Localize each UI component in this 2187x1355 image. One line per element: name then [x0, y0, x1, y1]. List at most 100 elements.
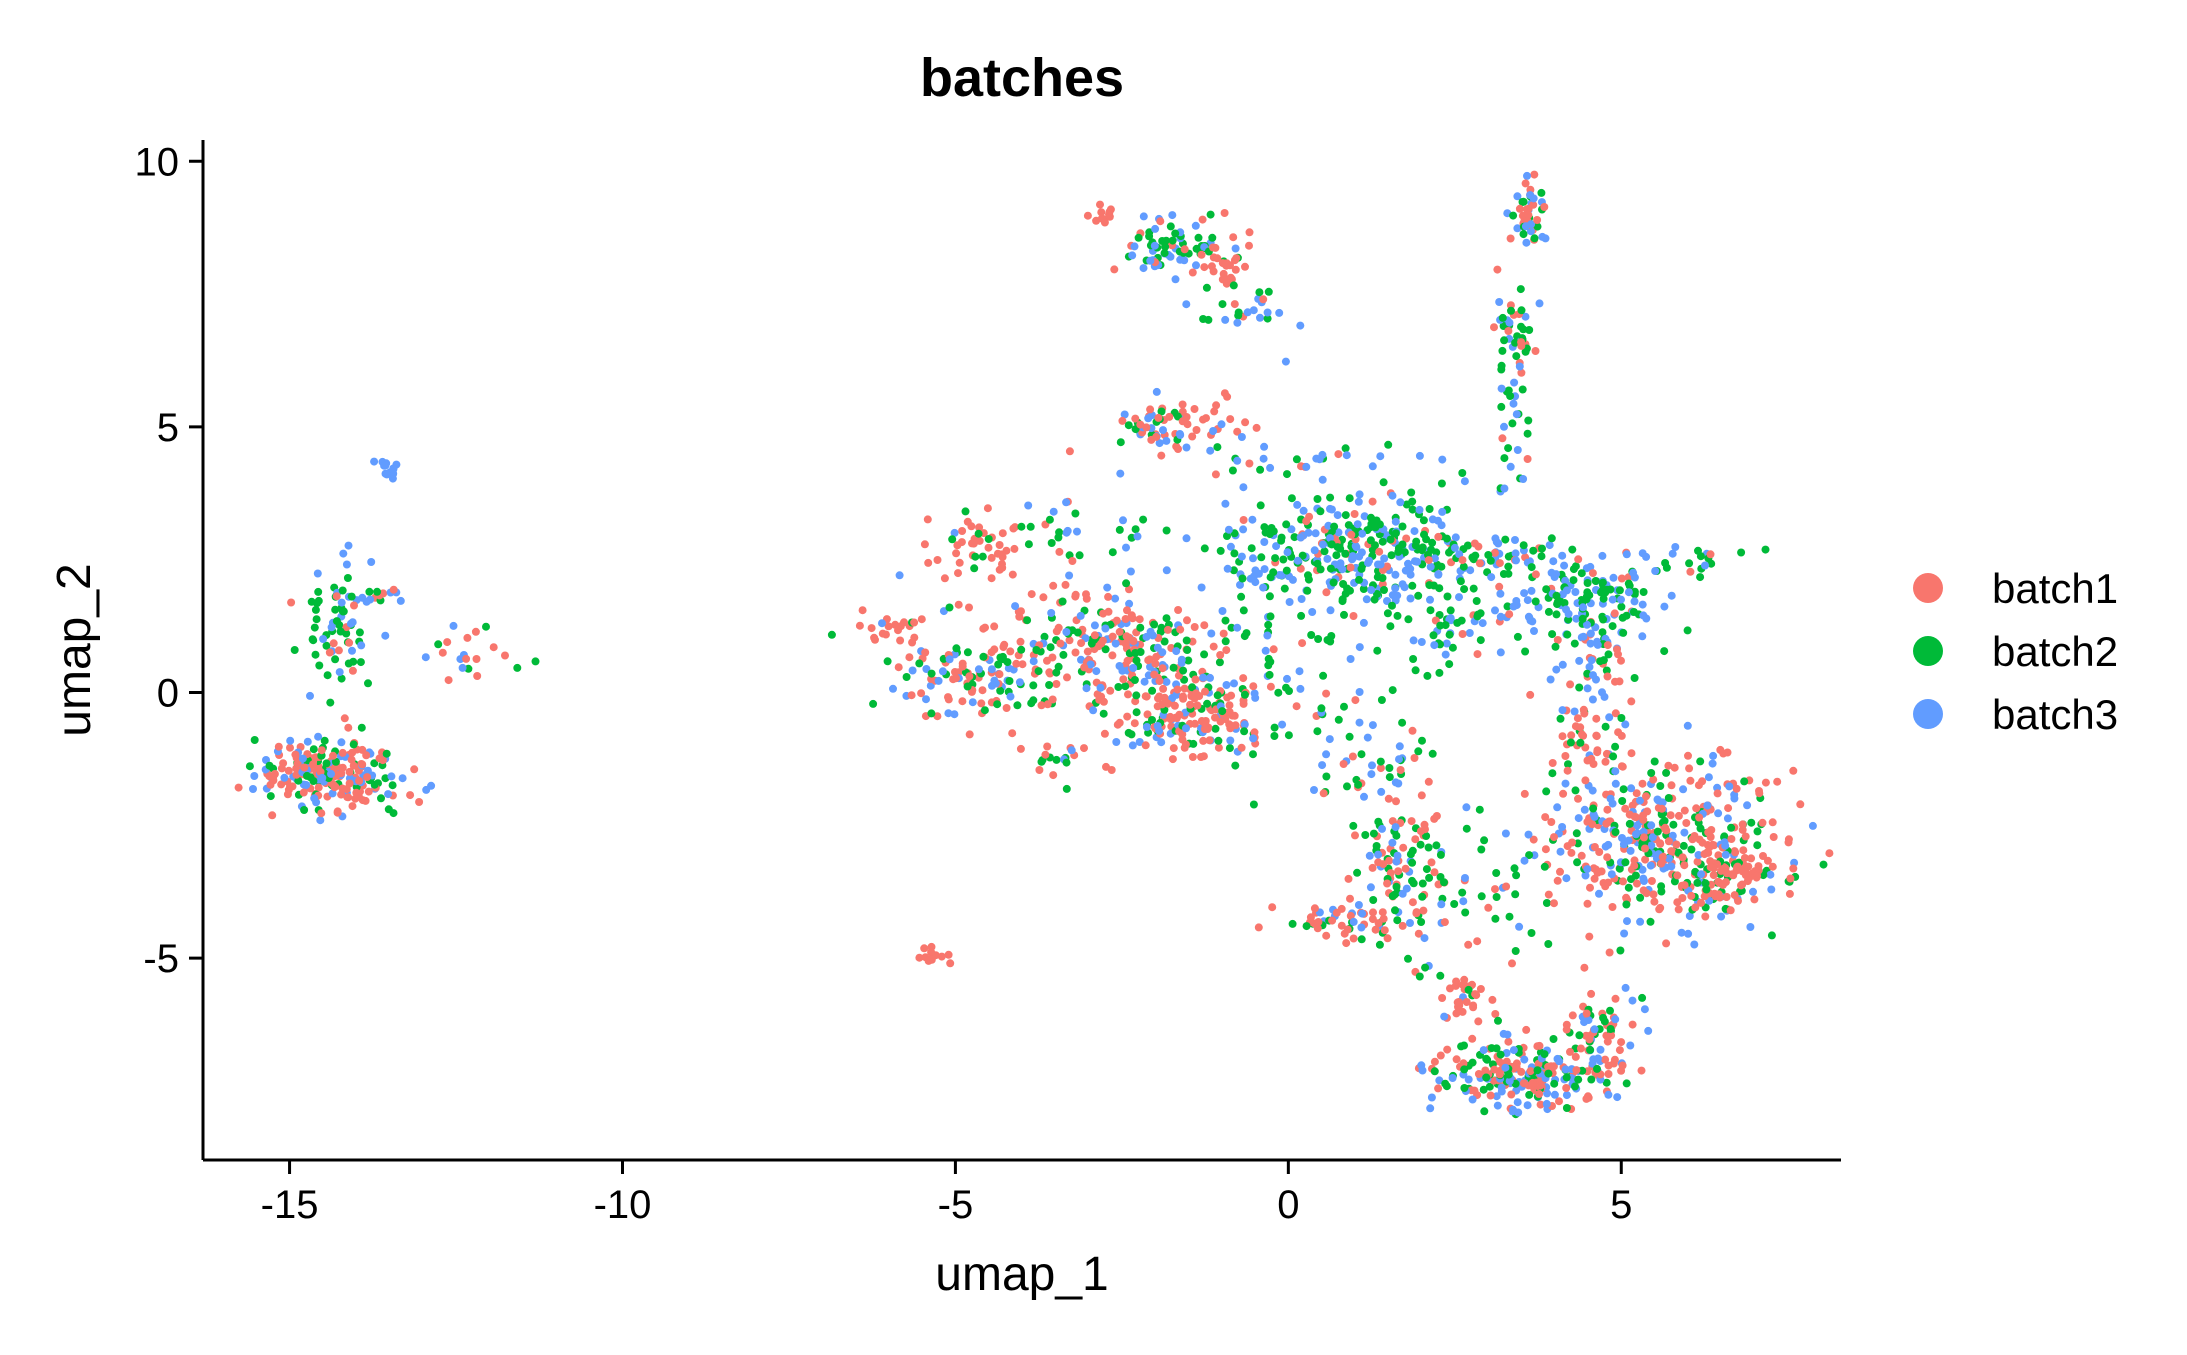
point-batch2 — [1599, 656, 1608, 665]
point-batch2 — [1264, 620, 1273, 629]
point-batch1 — [1071, 648, 1080, 657]
point-batch3 — [1226, 736, 1235, 745]
point-batch2 — [1418, 546, 1426, 555]
point-batch1 — [1313, 924, 1322, 933]
point-batch1 — [1083, 647, 1092, 656]
point-batch1 — [1768, 862, 1777, 871]
point-batch3 — [1404, 559, 1412, 568]
point-batch1 — [1006, 647, 1015, 656]
point-batch2 — [1418, 892, 1427, 901]
point-batch2 — [1148, 716, 1156, 724]
point-batch1 — [283, 790, 292, 799]
point-batch2 — [1694, 546, 1702, 555]
point-batch3 — [922, 665, 931, 673]
point-batch2 — [1630, 674, 1639, 682]
point-batch1 — [1097, 208, 1106, 217]
point-batch1 — [1152, 432, 1161, 441]
point-batch1 — [1342, 939, 1351, 948]
point-batch3 — [327, 769, 335, 778]
point-batch3 — [1275, 308, 1284, 317]
point-batch2 — [1572, 829, 1581, 838]
point-batch2 — [1225, 744, 1234, 753]
point-batch2 — [1556, 714, 1565, 723]
point-batch2 — [1425, 505, 1434, 513]
point-batch3 — [1426, 595, 1434, 604]
point-batch2 — [1132, 656, 1141, 665]
point-batch1 — [1753, 871, 1762, 880]
point-batch2 — [1171, 229, 1180, 238]
point-batch2 — [337, 674, 346, 683]
point-batch2 — [266, 792, 275, 801]
point-batch2 — [1385, 764, 1394, 772]
point-batch3 — [1073, 527, 1081, 536]
point-batch3 — [1437, 900, 1446, 909]
point-batch1 — [410, 765, 419, 774]
point-batch3 — [1129, 664, 1138, 672]
point-batch2 — [1422, 865, 1431, 874]
point-batch1 — [1694, 781, 1703, 790]
point-batch1 — [1080, 663, 1089, 672]
point-batch3 — [1063, 526, 1072, 535]
point-batch1 — [1396, 766, 1405, 774]
point-batch2 — [1101, 645, 1110, 654]
point-batch1 — [1628, 1020, 1637, 1029]
point-batch3 — [1491, 606, 1499, 615]
point-batch2 — [1525, 1090, 1534, 1099]
point-batch1 — [1402, 534, 1411, 543]
point-batch1 — [1524, 211, 1533, 220]
point-batch3 — [1545, 541, 1554, 550]
point-batch1 — [984, 543, 993, 552]
point-batch1 — [1193, 701, 1202, 710]
point-batch3 — [950, 710, 959, 719]
point-batch3 — [1505, 1077, 1514, 1086]
point-batch3 — [1560, 561, 1569, 570]
point-batch2 — [1624, 883, 1633, 892]
point-batch1 — [1716, 745, 1725, 754]
point-batch1 — [1563, 766, 1572, 775]
point-batch1 — [917, 615, 926, 624]
point-batch1 — [1643, 807, 1652, 816]
point-batch1 — [1664, 837, 1673, 846]
point-batch1 — [1473, 650, 1482, 659]
point-batch2 — [1398, 522, 1407, 531]
point-batch3 — [344, 541, 353, 550]
point-batch1 — [1738, 820, 1747, 829]
point-batch1 — [1638, 779, 1647, 788]
point-batch2 — [1184, 656, 1193, 665]
point-batch2 — [1683, 626, 1692, 635]
point-batch1 — [1741, 832, 1750, 841]
point-batch2 — [1483, 1055, 1492, 1064]
point-batch2 — [1013, 701, 1022, 710]
point-batch3 — [1355, 718, 1364, 727]
point-batch1 — [1239, 699, 1248, 708]
x-tick-label: 0 — [1277, 1183, 1299, 1227]
point-batch2 — [1604, 650, 1613, 659]
point-batch1 — [1452, 977, 1461, 986]
point-batch1 — [1183, 616, 1191, 625]
point-batch3 — [1746, 923, 1755, 931]
point-batch2 — [1320, 547, 1329, 556]
point-batch2 — [1727, 823, 1736, 832]
point-batch1 — [1610, 1055, 1619, 1064]
point-batch1 — [1152, 652, 1161, 661]
point-batch1 — [965, 672, 974, 681]
point-batch3 — [449, 621, 458, 630]
point-batch3 — [1406, 919, 1414, 927]
point-batch3 — [1125, 599, 1134, 608]
point-batch1 — [1071, 592, 1080, 601]
point-batch2 — [1491, 914, 1500, 923]
point-batch3 — [1639, 611, 1648, 620]
point-batch3 — [1251, 693, 1260, 702]
point-batch2 — [389, 809, 398, 818]
point-batch3 — [1176, 431, 1185, 439]
point-batch1 — [1603, 805, 1612, 814]
point-batch1 — [1592, 714, 1601, 723]
point-batch2 — [1519, 541, 1528, 550]
point-batch3 — [1588, 786, 1597, 795]
point-batch3 — [1024, 501, 1033, 510]
point-batch2 — [1411, 666, 1420, 675]
point-batch2 — [1115, 525, 1124, 534]
point-batch1 — [1432, 812, 1441, 820]
point-batch3 — [968, 698, 977, 707]
point-batch1 — [1239, 674, 1248, 683]
